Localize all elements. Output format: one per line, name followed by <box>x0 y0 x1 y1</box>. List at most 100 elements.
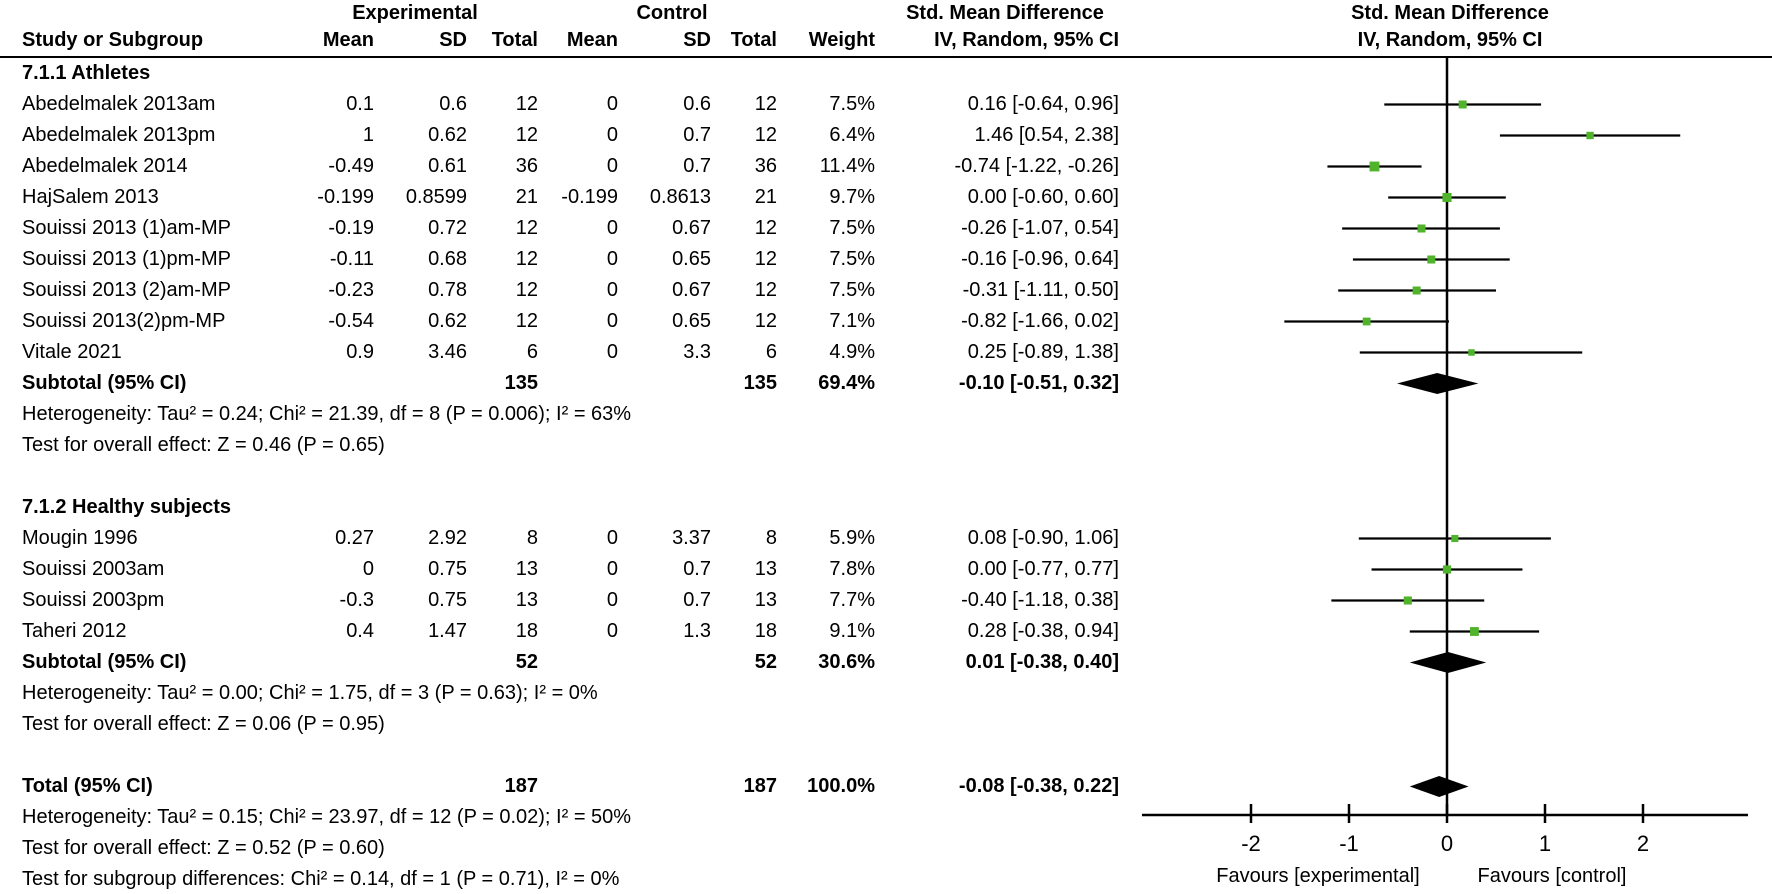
table-cell: Test for overall effect: Z = 0.52 (P = 0… <box>22 837 385 859</box>
table-cell: 12 <box>515 217 538 239</box>
table-cell: 0.75 <box>428 558 467 580</box>
col-iv-random-ci: IV, Random, 95% CI <box>934 29 1119 51</box>
group-row: 7.1.1 Athletes <box>0 58 1772 89</box>
blank-row <box>0 740 1772 771</box>
table-cell: -0.10 [-0.51, 0.32] <box>958 372 1119 394</box>
table-cell: 12 <box>754 93 777 115</box>
table-cell: 9.1% <box>829 620 875 642</box>
col-total-experimental: Total <box>491 29 538 51</box>
table-cell: 0.67 <box>672 217 711 239</box>
table-cell: 0.72 <box>428 217 467 239</box>
table-cell: Total (95% CI) <box>22 775 153 797</box>
table-cell: Heterogeneity: Tau² = 0.24; Chi² = 21.39… <box>22 403 632 425</box>
column-header-row: Study or Subgroup Mean SD Total Mean SD … <box>0 29 1119 52</box>
table-cell: 0 <box>606 248 618 270</box>
table-row: Taheri 2012 0.4 1.47 18 0 1.3 18 9.1% 0.28 [-0.3… <box>0 616 1772 647</box>
stat-row: Test for overall effect: Z = 0.52 (P = 0… <box>0 833 1772 864</box>
table-row: Souissi 2013(2)pm-MP -0.54 0.62 12 0 0.65 12 7.… <box>0 306 1772 337</box>
table-cell: Souissi 2003am <box>22 558 165 580</box>
table-cell: 0.1 <box>346 93 374 115</box>
table-cell: 0 <box>606 620 618 642</box>
table-cell: 18 <box>754 620 777 642</box>
table-cell: 0.9 <box>346 341 374 363</box>
table-row: Souissi 2003am 0 0.75 13 0 0.7 13 7.8% 0.00 [-0.… <box>0 554 1772 585</box>
stat-row: Heterogeneity: Tau² = 0.00; Chi² = 1.75,… <box>0 678 1772 709</box>
table-cell: 13 <box>754 558 777 580</box>
table-cell: 0.67 <box>672 279 711 301</box>
table-cell: 7.7% <box>829 589 875 611</box>
table-cell: 135 <box>743 372 777 394</box>
table-cell: 5.9% <box>829 527 875 549</box>
table-cell: 12 <box>754 124 777 146</box>
table-cell: 0 <box>606 124 618 146</box>
table-cell: -0.199 <box>317 186 374 208</box>
table-cell: Vitale 2021 <box>22 341 122 363</box>
table-cell: Souissi 2013 (1)pm-MP <box>22 248 231 270</box>
table-cell: 0.8599 <box>405 186 467 208</box>
table-cell: -0.08 [-0.38, 0.22] <box>958 775 1119 797</box>
table-cell: Souissi 2013 (2)am-MP <box>22 279 231 301</box>
table-cell: 12 <box>515 93 538 115</box>
table-cell: 21 <box>754 186 777 208</box>
table-cell: 0.08 [-0.90, 1.06] <box>967 527 1119 549</box>
table-cell: 0 <box>606 589 618 611</box>
table-cell: 1.3 <box>683 620 711 642</box>
table-cell: 3.46 <box>428 341 467 363</box>
table-cell: 36 <box>515 155 538 177</box>
col-mean-control: Mean <box>566 29 618 51</box>
subtotal-row: Subtotal (95% CI) 52 52 30.6% 0.01 [-0.38, 0… <box>0 647 1772 678</box>
table-cell: -0.3 <box>339 589 374 611</box>
table-cell: Taheri 2012 <box>22 620 127 642</box>
table-cell: 0.65 <box>672 310 711 332</box>
table-cell: Souissi 2003pm <box>22 589 165 611</box>
table-cell: 0.78 <box>428 279 467 301</box>
table-cell: 0 <box>606 310 618 332</box>
table-cell: -0.16 [-0.96, 0.64] <box>961 248 1119 270</box>
table-row: Abedelmalek 2014 -0.49 0.61 36 0 0.7 36 11.4% -0… <box>0 151 1772 182</box>
table-cell: 21 <box>515 186 538 208</box>
col-mean-experimental: Mean <box>322 29 374 51</box>
table-cell: 2.92 <box>428 527 467 549</box>
table-cell: 0.00 [-0.60, 0.60] <box>967 186 1119 208</box>
table-cell: Abedelmalek 2013am <box>22 93 216 115</box>
table-cell: 0 <box>606 341 618 363</box>
col-total-control: Total <box>730 29 777 51</box>
table-cell: Abedelmalek 2013pm <box>22 124 216 146</box>
group-row: 7.1.2 Healthy subjects <box>0 492 1772 523</box>
table-cell: 7.1.1 Athletes <box>22 62 151 84</box>
table-cell: 12 <box>754 279 777 301</box>
table-cell: -0.82 [-1.66, 0.02] <box>961 310 1119 332</box>
table-cell: -0.40 [-1.18, 0.38] <box>961 589 1119 611</box>
table-cell: Test for overall effect: Z = 0.06 (P = 0… <box>22 713 385 735</box>
table-row: Souissi 2003pm -0.3 0.75 13 0 0.7 13 7.7% -0.40 … <box>0 585 1772 616</box>
table-cell: Mougin 1996 <box>22 527 138 549</box>
table-cell: 12 <box>754 310 777 332</box>
table-row: Souissi 2013 (1)pm-MP -0.11 0.68 12 0 0.65 12 7… <box>0 244 1772 275</box>
table-cell: Heterogeneity: Tau² = 0.15; Chi² = 23.97… <box>22 806 632 828</box>
table-cell: 0.16 [-0.64, 0.96] <box>967 93 1119 115</box>
table-cell: Abedelmalek 2014 <box>22 155 188 177</box>
table-cell: HajSalem 2013 <box>22 186 159 208</box>
blank-row <box>0 461 1772 492</box>
table-cell: 7.1.2 Healthy subjects <box>22 496 231 518</box>
table-cell: 1 <box>362 124 374 146</box>
stat-row: Heterogeneity: Tau² = 0.24; Chi² = 21.39… <box>0 399 1772 430</box>
table-cell: 0.25 [-0.89, 1.38] <box>967 341 1119 363</box>
table-cell: 0.27 <box>335 527 374 549</box>
table-cell: 0.61 <box>428 155 467 177</box>
table-cell: -0.54 <box>328 310 374 332</box>
header-smd-plot-column: Std. Mean Difference <box>1351 2 1549 24</box>
table-cell: 0 <box>606 558 618 580</box>
table-cell: 0.7 <box>683 155 711 177</box>
table-cell: 0.68 <box>428 248 467 270</box>
table-cell: 0.7 <box>683 589 711 611</box>
table-cell: -0.74 [-1.22, -0.26] <box>954 155 1119 177</box>
table-cell: 7.8% <box>829 558 875 580</box>
table-cell: 0.6 <box>439 93 467 115</box>
table-row: Souissi 2013 (1)am-MP -0.19 0.72 12 0 0.67 12 7… <box>0 213 1772 244</box>
table-cell: 6 <box>526 341 538 363</box>
table-cell: 187 <box>743 775 777 797</box>
stat-row: Heterogeneity: Tau² = 0.15; Chi² = 23.97… <box>0 802 1772 833</box>
table-cell: 13 <box>515 589 538 611</box>
